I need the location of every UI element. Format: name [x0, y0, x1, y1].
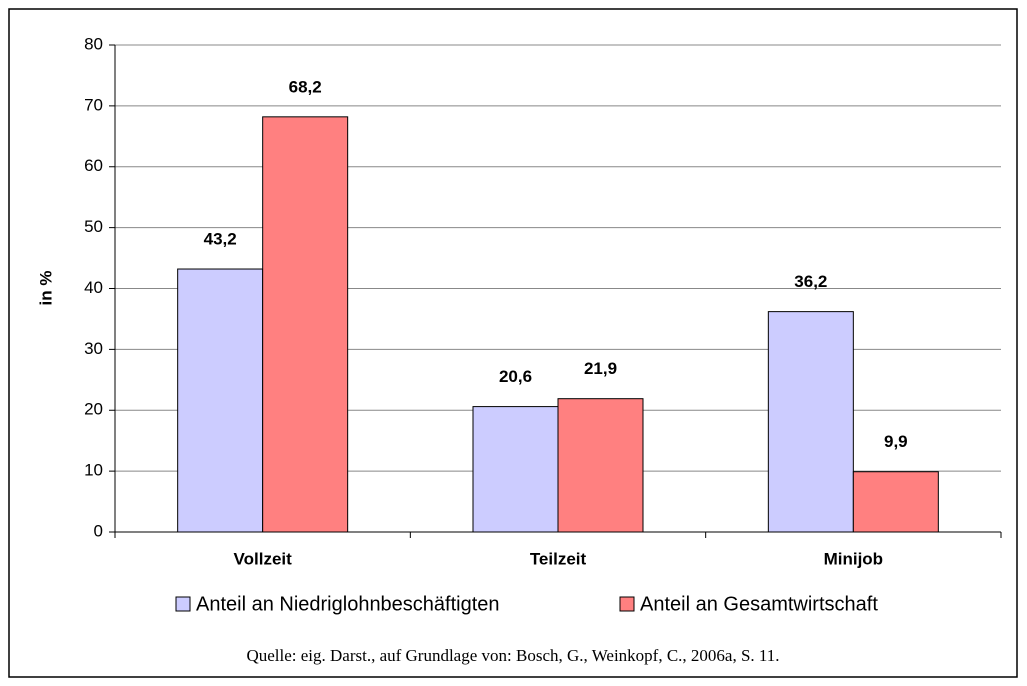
chart-border: [8, 8, 1018, 678]
y-tick-label: 0: [94, 521, 103, 540]
y-tick-label: 40: [84, 278, 103, 297]
bar: [557, 398, 644, 533]
data-label: 9,9: [884, 432, 908, 451]
y-tick-label: 20: [84, 400, 103, 419]
legend-swatch: [175, 596, 191, 612]
data-label: 68,2: [289, 77, 322, 96]
data-label: 20,6: [499, 367, 532, 386]
bar: [177, 268, 264, 533]
x-tick-label: Vollzeit: [234, 549, 293, 568]
y-tick-label: 70: [84, 95, 103, 114]
y-axis-label: in %: [36, 271, 55, 306]
data-label: 21,9: [584, 359, 617, 378]
y-tick-label: 30: [84, 339, 103, 358]
y-tick-label: 10: [84, 461, 103, 480]
data-label: 43,2: [204, 230, 237, 249]
x-tick-label: Minijob: [824, 549, 883, 568]
x-tick-label: Teilzeit: [530, 549, 587, 568]
bar: [472, 406, 559, 533]
legend-swatch: [619, 596, 635, 612]
y-tick-label: 80: [84, 34, 103, 53]
legend-label: Anteil an Gesamtwirtschaft: [640, 593, 878, 615]
bar: [852, 471, 939, 533]
bar: [767, 311, 854, 533]
bar: [262, 116, 349, 533]
legend-label: Anteil an Niedriglohnbeschäftigten: [196, 593, 500, 615]
y-tick-label: 60: [84, 156, 103, 175]
data-label: 36,2: [794, 272, 827, 291]
y-tick-label: 50: [84, 217, 103, 236]
source-note: Quelle: eig. Darst., auf Grundlage von: …: [246, 646, 779, 665]
